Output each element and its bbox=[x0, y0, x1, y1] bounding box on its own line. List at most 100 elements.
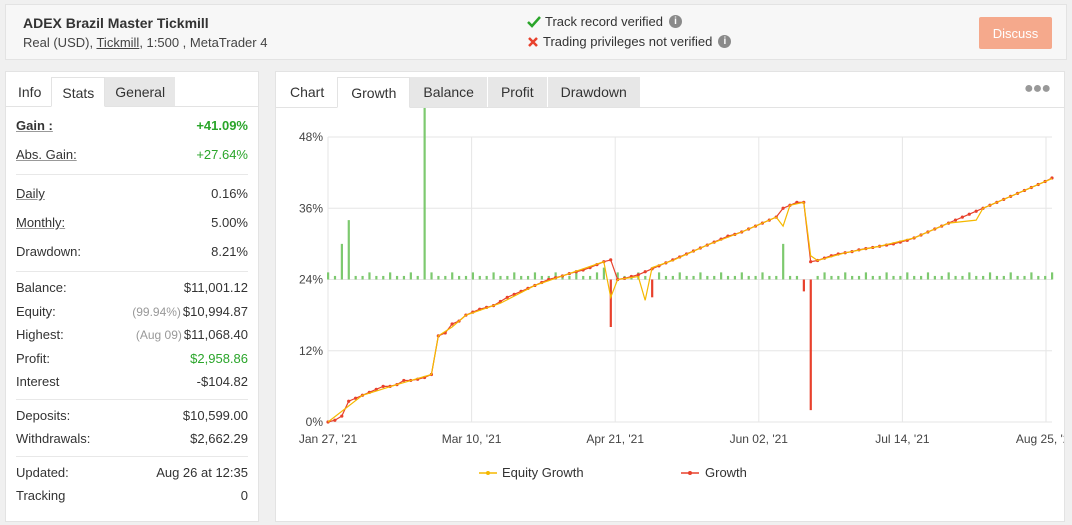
tab-growth[interactable]: Growth bbox=[337, 77, 411, 108]
daily-bar bbox=[1016, 275, 1019, 280]
daily-bar bbox=[1002, 275, 1005, 280]
growth-point bbox=[636, 273, 640, 277]
x-tick-label: Mar 10, '21 bbox=[442, 432, 502, 446]
daily-bar bbox=[444, 275, 447, 280]
gain-value: +41.09% bbox=[196, 118, 248, 133]
daily-bar bbox=[347, 220, 350, 280]
tab-chart[interactable]: Chart bbox=[290, 84, 325, 100]
growth-point bbox=[340, 414, 344, 418]
daily-bar bbox=[423, 108, 426, 280]
daily-bar bbox=[871, 275, 874, 280]
leverage-platform: , 1:500 , MetaTrader 4 bbox=[139, 35, 268, 50]
money-group: Balance: $11,001.12 Equity: (99.94%) $10,99… bbox=[16, 272, 248, 400]
growth-point bbox=[333, 418, 337, 422]
daily-bar bbox=[540, 275, 543, 280]
tab-info[interactable]: Info bbox=[18, 84, 42, 100]
daily-bar bbox=[982, 275, 985, 280]
daily-bar bbox=[995, 275, 999, 280]
growth-point bbox=[450, 322, 454, 326]
highest-value: $11,068.40 bbox=[183, 327, 248, 343]
daily-bar bbox=[389, 272, 392, 280]
y-tick-label: 48% bbox=[299, 130, 323, 144]
broker-link[interactable]: Tickmill bbox=[96, 35, 140, 50]
daily-bar bbox=[526, 275, 530, 280]
tab-stats[interactable]: Stats bbox=[51, 77, 106, 107]
daily-bar bbox=[595, 272, 599, 280]
info-icon[interactable]: i bbox=[718, 35, 732, 48]
daily-bar bbox=[809, 279, 812, 411]
tracking-value: 0 bbox=[240, 488, 248, 504]
gain-label[interactable]: Gain : bbox=[16, 118, 53, 133]
daily-bar bbox=[547, 275, 550, 280]
chart-panel: Chart Growth Balance Profit Drawdown ●●●… bbox=[275, 71, 1065, 522]
stats-panel: Info Stats General Gain : +41.09% Abs. Ga… bbox=[5, 71, 259, 522]
daily-bar bbox=[437, 275, 440, 280]
legend-equity-label: Equity Growth bbox=[502, 465, 584, 480]
trading-privileges-text: Trading privileges not verified bbox=[543, 34, 713, 49]
legend-growth-label: Growth bbox=[705, 465, 747, 480]
discuss-button[interactable]: Discuss bbox=[979, 17, 1052, 49]
daily-bar bbox=[816, 275, 819, 280]
daily-bar bbox=[851, 275, 854, 280]
daily-bar bbox=[554, 272, 557, 280]
daily-bar bbox=[720, 272, 723, 280]
daily-bar bbox=[395, 275, 399, 280]
daily-bar bbox=[740, 272, 743, 280]
tab-general[interactable]: General bbox=[105, 77, 176, 106]
monthly-value: 5.00% bbox=[211, 215, 248, 230]
daily-bar bbox=[761, 272, 764, 280]
daily-bar bbox=[485, 275, 488, 280]
monthly-label[interactable]: Monthly: bbox=[16, 215, 66, 230]
equity-value: $10,994.87 bbox=[182, 303, 248, 319]
daily-bar bbox=[644, 275, 647, 280]
system-name: ADEX Brazil Master Tickmill bbox=[23, 15, 209, 31]
daily-bar bbox=[795, 275, 799, 280]
daily-bar bbox=[671, 275, 674, 280]
daily-bar bbox=[368, 272, 371, 280]
track-record-status: Track record verified i bbox=[527, 14, 682, 29]
daily-bar bbox=[402, 275, 406, 280]
chart-tabs: Chart Growth Balance Profit Drawdown bbox=[276, 72, 1064, 108]
tab-profit[interactable]: Profit bbox=[487, 77, 547, 107]
abs-gain-label[interactable]: Abs. Gain: bbox=[16, 147, 77, 162]
daily-bar bbox=[561, 275, 564, 280]
daily-bar bbox=[802, 279, 805, 292]
daily-bar bbox=[685, 275, 688, 280]
daily-bar bbox=[926, 272, 930, 280]
daily-bar bbox=[706, 275, 709, 280]
growth-point bbox=[781, 206, 785, 210]
growth-point bbox=[353, 396, 358, 400]
highest-date: (Aug 09) bbox=[135, 328, 182, 343]
withdrawals-label: Withdrawals: bbox=[16, 431, 91, 447]
daily-bar bbox=[492, 272, 495, 280]
daily-bar bbox=[678, 272, 681, 280]
cross-icon bbox=[528, 36, 538, 47]
info-icon[interactable]: i bbox=[669, 15, 682, 28]
growth-point bbox=[402, 378, 406, 383]
daily-bar bbox=[864, 272, 868, 280]
daily-bar bbox=[1023, 275, 1026, 280]
daily-bar bbox=[361, 275, 364, 280]
daily-bar bbox=[788, 275, 792, 280]
daily-bar bbox=[533, 272, 537, 280]
daily-bar bbox=[340, 243, 343, 280]
daily-bar bbox=[382, 275, 385, 280]
growth-point bbox=[809, 260, 813, 264]
growth-point bbox=[967, 212, 971, 216]
daily-bar bbox=[940, 275, 943, 280]
tab-drawdown[interactable]: Drawdown bbox=[547, 77, 640, 107]
daily-bar bbox=[616, 272, 619, 280]
daily-label[interactable]: Daily bbox=[16, 186, 45, 201]
profit-value: $2,958.86 bbox=[190, 350, 248, 366]
daily-bar bbox=[1009, 272, 1012, 280]
daily-bar bbox=[823, 272, 826, 280]
daily-bar bbox=[589, 275, 592, 280]
more-options-icon[interactable]: ●●● bbox=[1024, 80, 1051, 97]
growth-point bbox=[974, 209, 978, 213]
y-tick-label: 36% bbox=[299, 201, 323, 215]
y-tick-label: 12% bbox=[299, 344, 323, 358]
daily-bar bbox=[1037, 275, 1040, 280]
tab-balance[interactable]: Balance bbox=[410, 77, 487, 107]
daily-bar bbox=[513, 272, 516, 280]
rates-group: Daily 0.16% Monthly: 5.00% Drawdown: 8.21% bbox=[16, 175, 248, 272]
